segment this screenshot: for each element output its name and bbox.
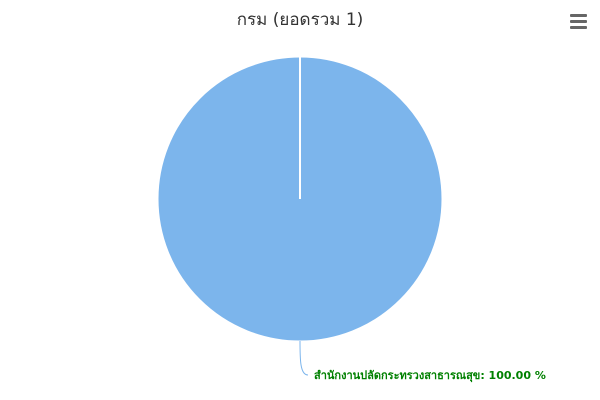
hamburger-menu-icon bbox=[570, 14, 587, 17]
slice-data-label: สำนักงานปลัดกระทรวงสาธารณสุข: 100.00 % bbox=[314, 369, 546, 383]
hamburger-menu-icon-bar-2 bbox=[570, 20, 587, 23]
hamburger-menu-icon-bar-3 bbox=[570, 26, 587, 29]
chart-menu-button[interactable] bbox=[569, 12, 589, 30]
slice-label-connector bbox=[299, 340, 309, 376]
chart-title: กรม (ยอดรวม 1) bbox=[236, 10, 364, 30]
